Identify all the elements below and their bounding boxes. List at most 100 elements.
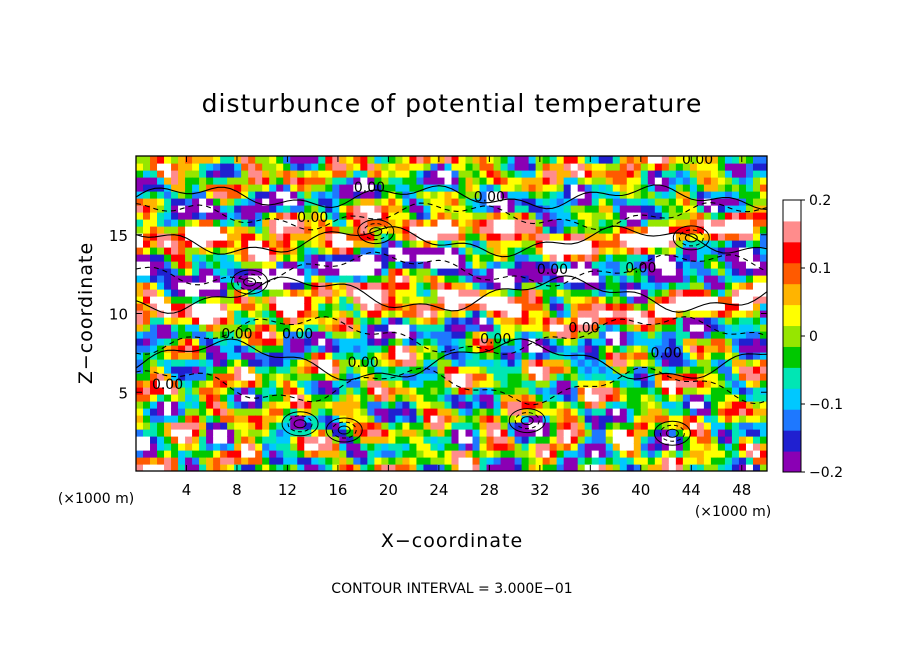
field-cell xyxy=(570,380,579,388)
field-cell xyxy=(318,261,326,269)
field-cell xyxy=(745,373,754,381)
field-cell xyxy=(458,205,467,213)
field-cell xyxy=(339,226,347,234)
field-cell xyxy=(458,457,467,465)
field-cell xyxy=(451,233,460,241)
field-cell xyxy=(227,422,235,430)
field-cell xyxy=(409,205,418,213)
field-cell xyxy=(703,163,712,171)
field-cell xyxy=(318,373,326,381)
field-cell xyxy=(409,450,418,458)
field-cell xyxy=(640,359,649,367)
field-cell xyxy=(514,296,523,304)
field-cell xyxy=(206,268,214,276)
field-cell xyxy=(185,464,193,471)
field-cell xyxy=(276,261,284,269)
field-cell xyxy=(290,352,298,360)
field-cell xyxy=(150,212,158,220)
field-cell xyxy=(164,219,172,227)
field-cell xyxy=(696,198,705,206)
field-cell xyxy=(675,247,684,255)
field-cell xyxy=(696,366,705,374)
field-cell xyxy=(290,254,298,262)
field-cell xyxy=(710,345,719,353)
field-cell xyxy=(542,436,551,444)
field-cell xyxy=(612,366,621,374)
field-cell xyxy=(507,219,516,227)
field-cell xyxy=(325,163,333,171)
field-cell xyxy=(675,275,684,283)
field-cell xyxy=(675,212,684,220)
field-cell xyxy=(752,296,761,304)
field-cell xyxy=(444,317,453,325)
field-cell xyxy=(276,184,284,192)
field-cell xyxy=(304,156,312,164)
field-cell xyxy=(717,331,726,339)
field-cell xyxy=(577,331,586,339)
field-cell xyxy=(465,443,474,451)
field-cell xyxy=(745,170,754,178)
field-cell xyxy=(241,443,249,451)
field-cell xyxy=(731,450,740,458)
field-cell xyxy=(752,254,761,262)
field-cell xyxy=(626,261,635,269)
field-cell xyxy=(465,282,474,290)
field-cell xyxy=(346,345,354,353)
contour-label: 0.00 xyxy=(480,331,511,347)
field-cell xyxy=(430,289,439,297)
field-cell xyxy=(290,373,298,381)
field-cell xyxy=(542,226,551,234)
field-cell xyxy=(136,345,144,353)
field-cell xyxy=(388,345,397,353)
field-cell xyxy=(626,380,635,388)
field-cell xyxy=(570,436,579,444)
field-cell xyxy=(745,366,754,374)
field-cell xyxy=(542,373,551,381)
field-cell xyxy=(437,373,446,381)
field-cell xyxy=(241,380,249,388)
field-cell xyxy=(647,317,656,325)
field-cell xyxy=(521,401,530,409)
field-cell xyxy=(332,331,340,339)
field-cell xyxy=(269,415,277,423)
field-cell xyxy=(619,310,628,318)
field-cell xyxy=(199,373,207,381)
field-cell xyxy=(374,380,382,388)
field-cell xyxy=(514,408,523,416)
field-cell xyxy=(465,366,474,374)
field-cell xyxy=(150,240,158,248)
field-cell xyxy=(633,247,642,255)
field-cell xyxy=(199,240,207,248)
field-cell xyxy=(619,450,628,458)
field-cell xyxy=(437,247,446,255)
field-cell xyxy=(458,387,467,395)
field-cell xyxy=(710,170,719,178)
field-cell xyxy=(360,275,368,283)
field-cell xyxy=(647,303,656,311)
field-cell xyxy=(262,443,270,451)
field-cell xyxy=(717,324,726,332)
field-cell xyxy=(234,450,242,458)
contour-ring xyxy=(653,420,691,446)
field-cell xyxy=(283,415,291,423)
field-cell xyxy=(584,450,593,458)
field-cell xyxy=(598,443,607,451)
field-cell xyxy=(598,422,607,430)
field-cell xyxy=(178,387,186,395)
field-cell xyxy=(752,345,761,353)
field-cell xyxy=(269,422,277,430)
field-cell xyxy=(591,275,600,283)
field-cell xyxy=(717,184,726,192)
field-cell xyxy=(185,289,193,297)
field-cell xyxy=(213,254,221,262)
field-cell xyxy=(710,212,719,220)
field-cell xyxy=(549,415,558,423)
field-cell xyxy=(465,254,474,262)
field-cell xyxy=(640,254,649,262)
field-cell xyxy=(682,429,691,437)
field-cell xyxy=(423,205,432,213)
field-cell xyxy=(689,317,698,325)
field-cell xyxy=(318,205,326,213)
field-cell xyxy=(437,275,446,283)
field-cell xyxy=(220,366,228,374)
